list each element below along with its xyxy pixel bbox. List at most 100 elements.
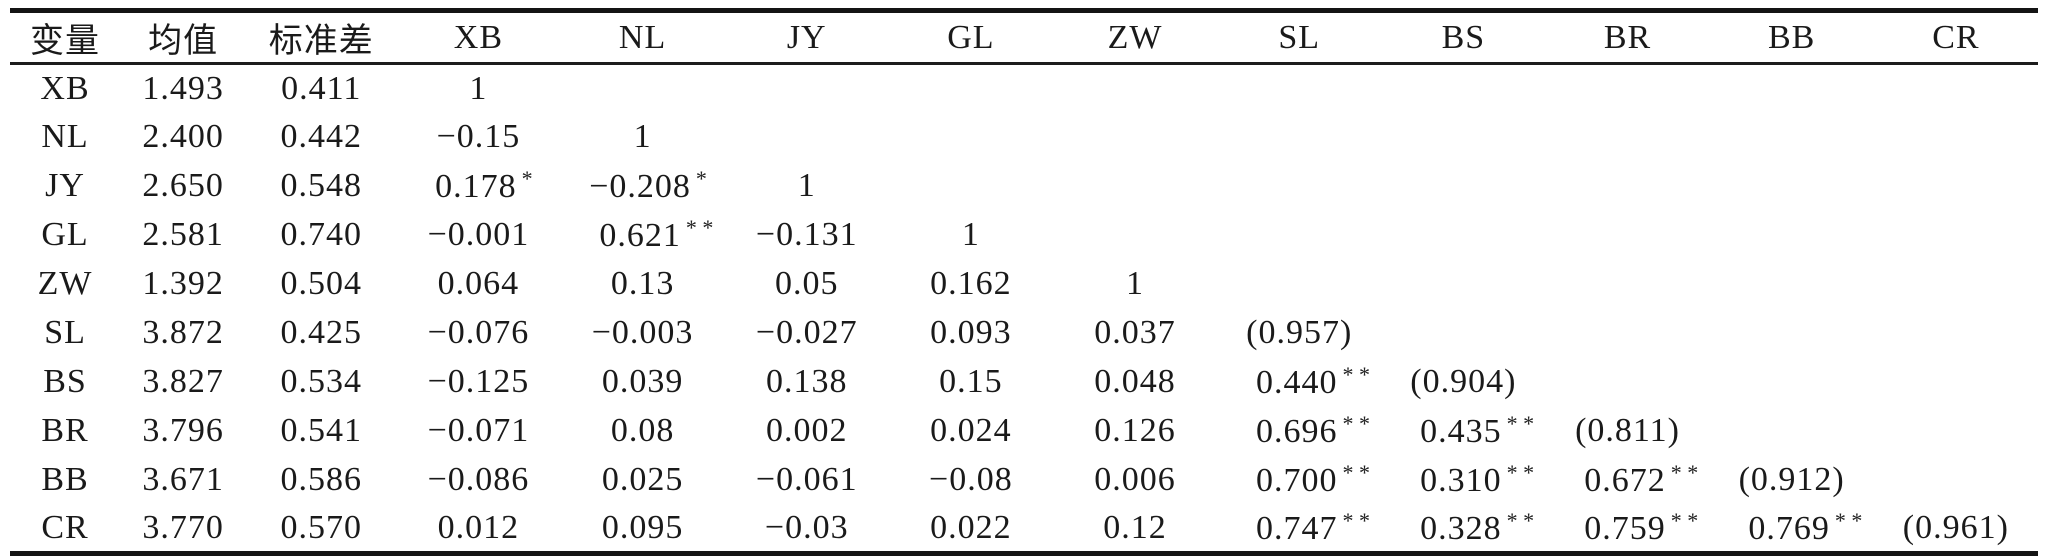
table-body: XB 1.493 0.411 1 NL 2.400 0.442 −0.15 1 JY 2.650 0.… (10, 64, 2038, 554)
table-row-jy: JY 2.650 0.548 0.178 * −0.208 * 1 (10, 162, 2038, 211)
correlation-value: 0.747 (1255, 509, 1338, 547)
table-cell: 1 (469, 69, 488, 107)
table-cell: 0.747 * * (1217, 505, 1381, 554)
correlation-table: 变量 均值 标准差 XB NL JY GL ZW SL BS BR BB CR XB 1.493 0.411… (10, 8, 2038, 556)
table-cell (1874, 162, 2038, 211)
table-cell: −0.08 (929, 461, 1013, 498)
table-cell: 0.05 (774, 265, 839, 302)
table-row-br: BR 3.796 0.541 −0.071 0.08 0.002 0.024 0.126 0.6… (10, 407, 2038, 456)
significance-stars: * * (1342, 362, 1370, 387)
table-cell (1874, 260, 2038, 309)
table-cell (1381, 309, 1545, 358)
table-cell: 0.093 (930, 314, 1012, 351)
table-cell (1053, 162, 1217, 211)
row-label: SL (44, 314, 86, 351)
table-cell (725, 64, 889, 113)
table-cell (1874, 113, 2038, 162)
table-row-bb: BB 3.671 0.586 −0.086 0.025 −0.061 −0.08 0.006 0… (10, 456, 2038, 505)
table-cell (725, 113, 889, 162)
mean-value: 3.872 (142, 314, 224, 351)
column-header-br: BR (1545, 10, 1710, 65)
correlation-value: 0.769 (1748, 509, 1830, 547)
correlation-value: 0.621 (599, 217, 681, 254)
table-cell: 0.696 * * (1217, 407, 1381, 456)
table-cell: −0.071 (427, 412, 530, 449)
mean-value: 2.581 (142, 216, 224, 253)
table-cell (1874, 407, 2038, 456)
correlation-value: 0.759 (1584, 509, 1666, 547)
significance-stars: * * (1342, 460, 1370, 485)
column-header-xb: XB (396, 10, 561, 65)
sd-value: 0.442 (280, 118, 363, 155)
significance-stars: * * (685, 215, 714, 240)
table-cell: 0.621 * * (561, 211, 725, 260)
mean-value: 3.827 (142, 363, 224, 400)
table-cell: (0.961) (1902, 508, 2009, 546)
row-label: CR (41, 508, 89, 546)
table-cell: 0.024 (930, 412, 1012, 449)
sd-value: 0.570 (280, 508, 363, 546)
table-cell: 0.700 * * (1217, 456, 1381, 505)
correlation-value: 0.696 (1255, 413, 1338, 450)
sd-value: 0.534 (280, 363, 363, 400)
correlation-value: 0.440 (1255, 364, 1338, 401)
table-cell: 0.022 (930, 508, 1012, 546)
table-cell: 0.064 (437, 265, 520, 302)
table-cell: 0.13 (610, 265, 675, 302)
table-row-nl: NL 2.400 0.442 −0.15 1 (10, 113, 2038, 162)
column-header-bb: BB (1709, 10, 1874, 65)
table-cell: 0.08 (610, 412, 675, 449)
table-cell (1874, 456, 2038, 505)
table-cell (1381, 113, 1545, 162)
table-row-cr: CR 3.770 0.570 0.012 0.095 −0.03 0.022 0.12 0.74… (10, 505, 2038, 554)
table-cell (1545, 358, 1709, 407)
table-cell (1217, 211, 1381, 260)
table-cell (1710, 64, 1874, 113)
table-cell (1710, 260, 1874, 309)
table-cell: 1 (633, 118, 652, 155)
mean-value: 2.650 (142, 167, 224, 204)
significance-stars: * * (1670, 507, 1699, 533)
row-label: JY (45, 167, 85, 204)
table-cell: 0.006 (1094, 461, 1176, 498)
significance-stars: * * (1506, 507, 1535, 533)
table-cell (561, 64, 725, 113)
column-header-sl: SL (1217, 10, 1382, 65)
header-row: 变量 均值 标准差 XB NL JY GL ZW SL BS BR BB CR (10, 10, 2038, 65)
significance-stars: * * (1506, 460, 1535, 485)
table-cell (1874, 309, 2038, 358)
table-row-sl: SL 3.872 0.425 −0.076 −0.003 −0.027 0.093 0.037… (10, 309, 2038, 358)
table-cell (1545, 211, 1709, 260)
table-cell: −0.076 (427, 314, 530, 351)
sd-value: 0.586 (280, 461, 363, 498)
row-label: XB (40, 69, 90, 107)
table-cell (1710, 211, 1874, 260)
table-cell: 0.095 (601, 508, 684, 546)
correlation-value: 0.700 (1255, 462, 1338, 499)
mean-value: 3.796 (142, 412, 224, 449)
table-cell (1874, 211, 2038, 260)
correlation-value: 0.328 (1420, 509, 1502, 547)
table-row-zw: ZW 1.392 0.504 0.064 0.13 0.05 0.162 1 (10, 260, 2038, 309)
table-cell: 0.328 * * (1381, 505, 1545, 554)
table-cell: 0.048 (1094, 363, 1176, 400)
table-cell (1874, 64, 2038, 113)
table-cell: (0.957) (1246, 314, 1353, 351)
table-cell: 0.12 (1103, 508, 1167, 546)
column-header-sd: 标准差 (246, 10, 397, 65)
sd-value: 0.541 (280, 412, 363, 449)
column-header-cr: CR (1873, 10, 2038, 65)
mean-value: 1.392 (142, 265, 224, 302)
table-cell: −0.131 (755, 216, 858, 253)
column-header-jy: JY (724, 10, 889, 65)
table-cell: (0.811) (1575, 412, 1680, 449)
table-cell: 0.310 * * (1381, 456, 1545, 505)
sd-value: 0.504 (280, 265, 363, 302)
table-cell: 1 (961, 216, 980, 253)
significance-stars: * (695, 166, 707, 191)
column-header-variable: 变量 (10, 10, 121, 65)
table-cell (889, 113, 1053, 162)
table-cell (1217, 162, 1381, 211)
correlation-value: 0.178 (435, 168, 517, 205)
table-cell: 1 (797, 167, 816, 204)
